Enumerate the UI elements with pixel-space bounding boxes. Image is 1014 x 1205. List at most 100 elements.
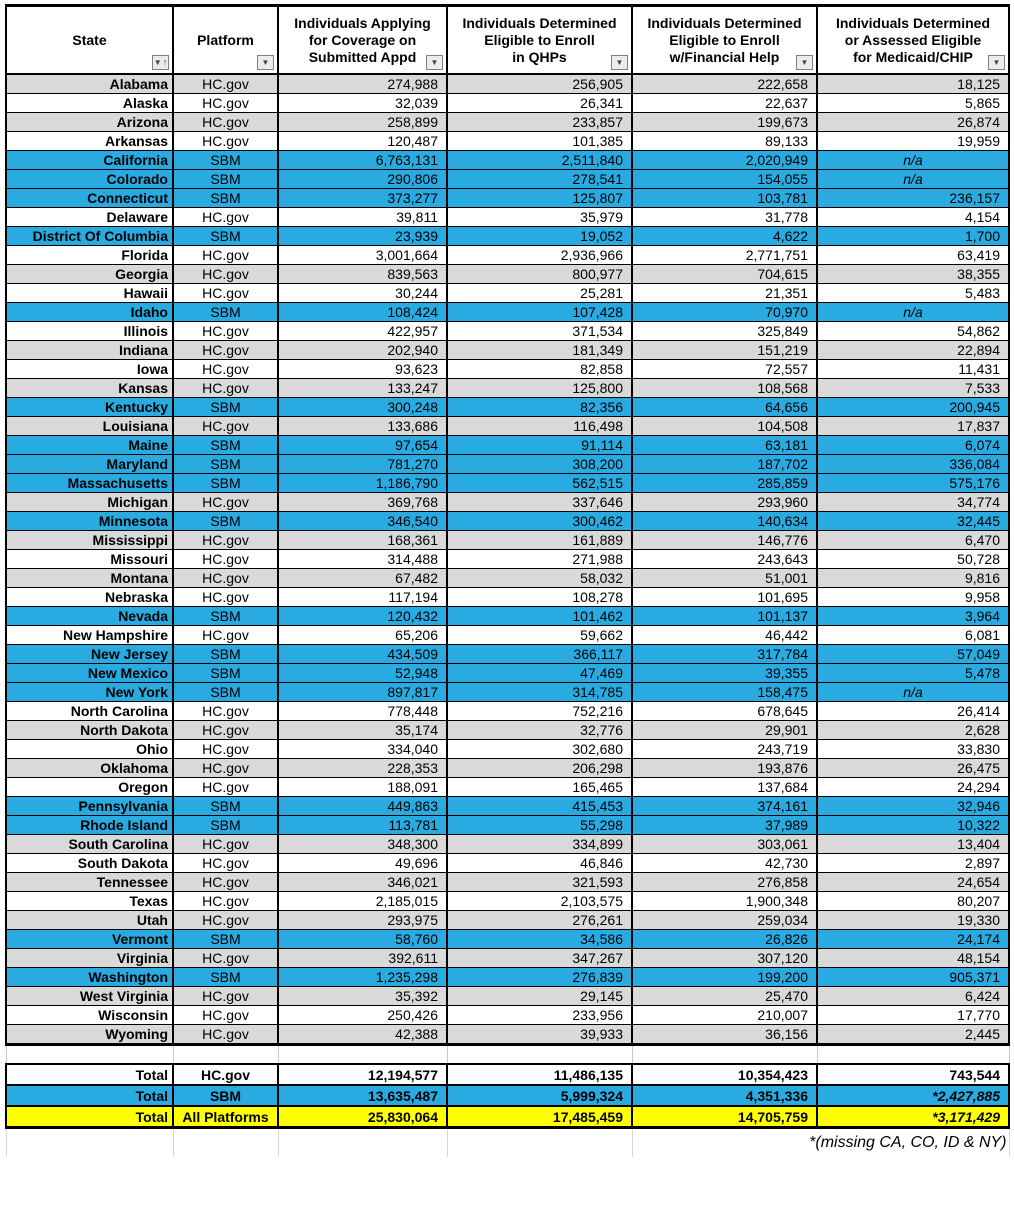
cell-financial-help: 37,989 [631,815,818,835]
cell-platform: HC.gov [172,568,279,588]
table-row: New York SBM 897,817 314,785 158,475 n/a [5,682,1010,702]
filter-dropdown-icon[interactable]: ▼ [426,55,443,70]
spacer-cell [5,1043,174,1064]
cell-financial-help: 243,643 [631,549,818,569]
cell-platform: SBM [172,1084,279,1107]
cell-state: Oregon [5,777,174,797]
cell-state: Montana [5,568,174,588]
total-row: Total SBM 13,635,487 5,999,324 4,351,336 *2,4… [5,1084,1010,1107]
cell-state: Kansas [5,378,174,398]
cell-platform: SBM [172,644,279,664]
cell-applying: 897,817 [277,682,448,702]
cell-applying: 58,760 [277,929,448,949]
cell-medicaid-chip: 48,154 [816,948,1010,968]
cell-medicaid-chip: 9,816 [816,568,1010,588]
cell-applying: 6,763,131 [277,150,448,170]
cell-state: Arkansas [5,131,174,151]
cell-applying: 348,300 [277,834,448,854]
cell-applying: 35,174 [277,720,448,740]
cell-platform: HC.gov [172,853,279,873]
total-row: Total HC.gov 12,194,577 11,486,135 10,354,42… [5,1063,1010,1086]
cell-platform: HC.gov [172,1063,279,1086]
cell-state: Tennessee [5,872,174,892]
table-row: Pennsylvania SBM 449,863 415,453 374,161 32,9… [5,796,1010,816]
cell-applying: 839,563 [277,264,448,284]
cell-financial-help: 140,634 [631,511,818,531]
footnote-empty-cell [5,1127,174,1157]
cell-qhps: 337,646 [446,492,633,512]
filter-arrow-glyph: ▼ [615,57,624,67]
cell-platform: HC.gov [172,549,279,569]
sort-filter-dropdown-icon[interactable]: ▼ ↑ [152,55,169,70]
filter-dropdown-icon[interactable]: ▼ [257,55,274,70]
cell-state: Iowa [5,359,174,379]
cell-qhps: 19,052 [446,226,633,246]
cell-medicaid-chip: 6,470 [816,530,1010,550]
cell-platform: All Platforms [172,1105,279,1129]
cell-state: Indiana [5,340,174,360]
cell-state: Virginia [5,948,174,968]
cell-medicaid-chip: 19,330 [816,910,1010,930]
cell-state: Delaware [5,207,174,227]
column-header-financial-help: Individuals Determined Eligible to Enrol… [631,4,818,75]
cell-state: Pennsylvania [5,796,174,816]
cell-applying: 108,424 [277,302,448,322]
cell-medicaid-chip: 24,654 [816,872,1010,892]
cell-financial-help: 26,826 [631,929,818,949]
cell-platform: HC.gov [172,416,279,436]
cell-medicaid-chip: 3,964 [816,606,1010,626]
cell-applying: 314,488 [277,549,448,569]
cell-financial-help: 101,137 [631,606,818,626]
cell-financial-help: 42,730 [631,853,818,873]
cell-financial-help: 325,849 [631,321,818,341]
cell-qhps: 26,341 [446,93,633,113]
cell-financial-help: 243,719 [631,739,818,759]
cell-medicaid-chip: n/a [816,302,1010,322]
cell-qhps: 276,839 [446,967,633,987]
filter-arrow-glyph: ▼ [430,57,439,67]
cell-medicaid-chip: n/a [816,169,1010,189]
cell-qhps: 233,956 [446,1005,633,1025]
cell-state: Ohio [5,739,174,759]
spacer-cell [631,1043,818,1064]
cell-financial-help: 108,568 [631,378,818,398]
cell-platform: HC.gov [172,872,279,892]
cell-qhps: 107,428 [446,302,633,322]
column-header-medicaid-chip-label: Individuals Determined or Assessed Eligi… [835,14,991,65]
cell-qhps: 34,586 [446,929,633,949]
missing-data-footnote: *(missing CA, CO, ID & NY) [631,1127,1010,1157]
cell-platform: HC.gov [172,340,279,360]
table-row: Georgia HC.gov 839,563 800,977 704,615 38,355 [5,264,1010,284]
cell-platform: HC.gov [172,73,279,94]
cell-platform: HC.gov [172,264,279,284]
filter-dropdown-icon[interactable]: ▼ [796,55,813,70]
cell-qhps: 25,281 [446,283,633,303]
filter-dropdown-icon[interactable]: ▼ [988,55,1005,70]
cell-state: Alabama [5,73,174,94]
cell-medicaid-chip: 18,125 [816,73,1010,94]
cell-platform: SBM [172,663,279,683]
cell-state: Maine [5,435,174,455]
cell-platform: HC.gov [172,93,279,113]
cell-medicaid-chip: 336,084 [816,454,1010,474]
cell-qhps: 29,145 [446,986,633,1006]
cell-financial-help: 46,442 [631,625,818,645]
cell-financial-help: 704,615 [631,264,818,284]
cell-financial-help: 14,705,759 [631,1105,818,1129]
cell-platform: SBM [172,169,279,189]
column-header-applying: Individuals Applying for Coverage on Sub… [277,4,448,75]
column-header-state: State ▼ ↑ [5,4,174,75]
table-row: Kentucky SBM 300,248 82,356 64,656 200,945 [5,397,1010,417]
cell-applying: 3,001,664 [277,245,448,265]
cell-financial-help: 151,219 [631,340,818,360]
cell-qhps: 125,800 [446,378,633,398]
filter-dropdown-icon[interactable]: ▼ [611,55,628,70]
cell-platform: SBM [172,435,279,455]
table-row: Hawaii HC.gov 30,244 25,281 21,351 5,483 [5,283,1010,303]
cell-medicaid-chip: 32,445 [816,511,1010,531]
cell-platform: SBM [172,302,279,322]
cell-qhps: 752,216 [446,701,633,721]
cell-qhps: 47,469 [446,663,633,683]
cell-applying: 42,388 [277,1024,448,1045]
cell-financial-help: 101,695 [631,587,818,607]
